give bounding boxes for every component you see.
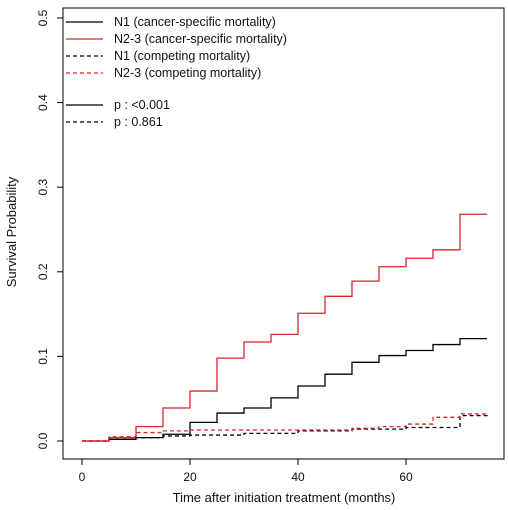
x-tick-label: 60 (399, 470, 413, 484)
legend-entry: N2-3 (cancer-specific mortality) (114, 32, 287, 46)
x-tick-label: 40 (291, 470, 305, 484)
series-layer (82, 213, 488, 442)
y-axis-label: Survival Probability (4, 176, 19, 287)
legend: N1 (cancer-specific mortality) N2-3 (canc… (66, 15, 287, 129)
pvalue-label: p : <0.001 (114, 98, 170, 112)
pvalue-label: p : 0.861 (114, 115, 163, 129)
x-tick-label: 0 (79, 470, 86, 484)
y-tick-label: 0.5 (36, 9, 50, 26)
series-line-2 (82, 213, 487, 442)
series-line-3 (82, 414, 488, 442)
axes: 0 20 40 60 0.0 0.1 0.2 0.3 0.4 0.5 (36, 9, 413, 484)
legend-entry: N1 (competing mortality) (114, 49, 250, 63)
x-tick-label: 20 (183, 470, 197, 484)
y-tick-label: 0.4 (36, 94, 50, 111)
y-tick-label: 0.2 (36, 263, 50, 280)
x-axis-label: Time after initiation treatment (months) (173, 490, 396, 505)
legend-entry: N1 (cancer-specific mortality) (114, 15, 276, 29)
series-line-4 (82, 413, 488, 442)
legend-entry: N2-3 (competing mortality) (114, 66, 261, 80)
y-tick-label: 0.0 (36, 432, 50, 449)
y-tick-label: 0.3 (36, 179, 50, 196)
y-tick-label: 0.1 (36, 348, 50, 365)
series-line-1 (82, 337, 487, 442)
